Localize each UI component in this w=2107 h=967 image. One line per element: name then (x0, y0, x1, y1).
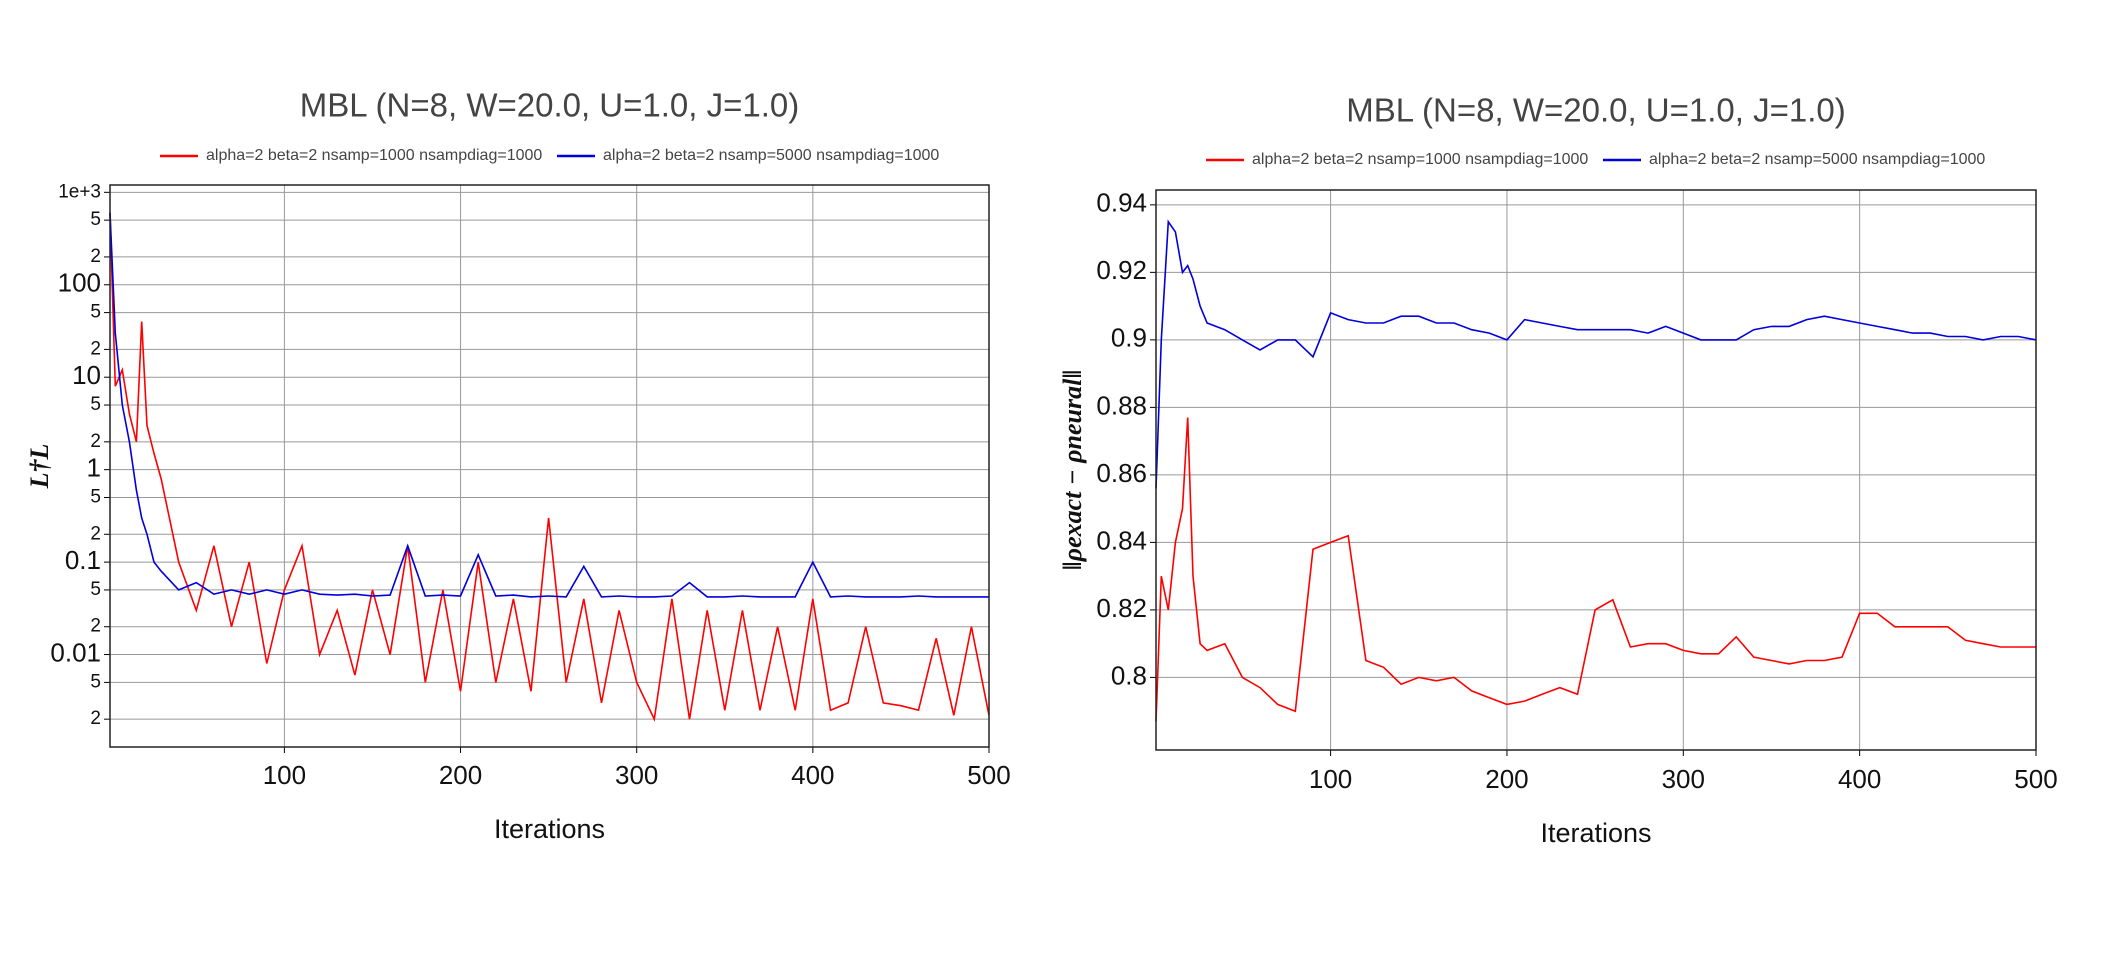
y-tick-label: 0.92 (1096, 255, 1147, 285)
legend-label: alpha=2 beta=2 nsamp=5000 nsampdiag=1000 (1649, 151, 1985, 168)
y-tick-label: 2 (90, 523, 101, 544)
y-tick-label: 5 (90, 579, 101, 600)
x-tick-label: 200 (439, 760, 482, 790)
legend-label: alpha=2 beta=2 nsamp=1000 nsampdiag=1000 (1252, 151, 1588, 168)
x-tick-label: 400 (1838, 764, 1881, 794)
y-tick-label: 0.86 (1096, 458, 1147, 488)
y-tick-label: 2 (90, 431, 101, 452)
series-line (1155, 219, 2037, 489)
y-tick-label: 0.1 (65, 545, 101, 575)
y-tick-label: 0.9 (1111, 323, 1147, 353)
series-line (109, 212, 990, 722)
chart-title: MBL (N=8, W=20.0, U=1.0, J=1.0) (1346, 92, 1846, 129)
y-tick-label: 5 (90, 671, 101, 692)
legend-label: alpha=2 beta=2 nsamp=1000 nsampdiag=1000 (206, 147, 542, 164)
plot-frame (1155, 189, 2037, 751)
x-tick-label: 100 (263, 760, 306, 790)
x-tick-label: 300 (1662, 764, 1705, 794)
x-axis-label: Iterations (494, 814, 605, 844)
legend-label: alpha=2 beta=2 nsamp=5000 nsampdiag=1000 (603, 147, 939, 164)
y-tick-label: 1 (87, 453, 101, 483)
x-tick-label: 500 (967, 760, 1010, 790)
series-line (109, 212, 989, 598)
x-tick-label: 100 (1309, 764, 1352, 794)
y-axis-label: ‖ρexact − ρneural‖ (1058, 370, 1087, 571)
y-tick-label: 0.8 (1111, 660, 1147, 690)
x-tick-label: 400 (791, 760, 834, 790)
y-tick-label: 5 (90, 487, 101, 508)
y-tick-label: 5 (90, 209, 101, 230)
y-tick-label: 2 (90, 616, 101, 637)
y-tick-label: 2 (90, 708, 101, 729)
y-tick-label: 5 (90, 302, 101, 323)
y-tick-label: 0.01 (50, 637, 101, 667)
x-tick-label: 300 (615, 760, 658, 790)
y-tick-label: 0.94 (1096, 188, 1147, 218)
y-tick-label: 0.88 (1096, 390, 1147, 420)
y-tick-label: 2 (90, 246, 101, 267)
x-tick-label: 200 (1485, 764, 1528, 794)
y-tick-label: 5 (90, 394, 101, 415)
y-axis-label: L†L (25, 444, 54, 490)
y-tick-label: 1e+3 (58, 181, 101, 202)
x-tick-label: 500 (2014, 764, 2057, 794)
plot-frame (109, 184, 990, 748)
y-tick-label: 0.82 (1096, 593, 1147, 623)
series-line (1155, 417, 2036, 722)
y-tick-label: 100 (58, 268, 101, 298)
x-axis-label: Iterations (1540, 818, 1651, 848)
y-tick-label: 0.84 (1096, 525, 1147, 555)
chart-title: MBL (N=8, W=20.0, U=1.0, J=1.0) (300, 87, 800, 124)
y-tick-label: 2 (90, 338, 101, 359)
y-tick-label: 10 (72, 360, 101, 390)
